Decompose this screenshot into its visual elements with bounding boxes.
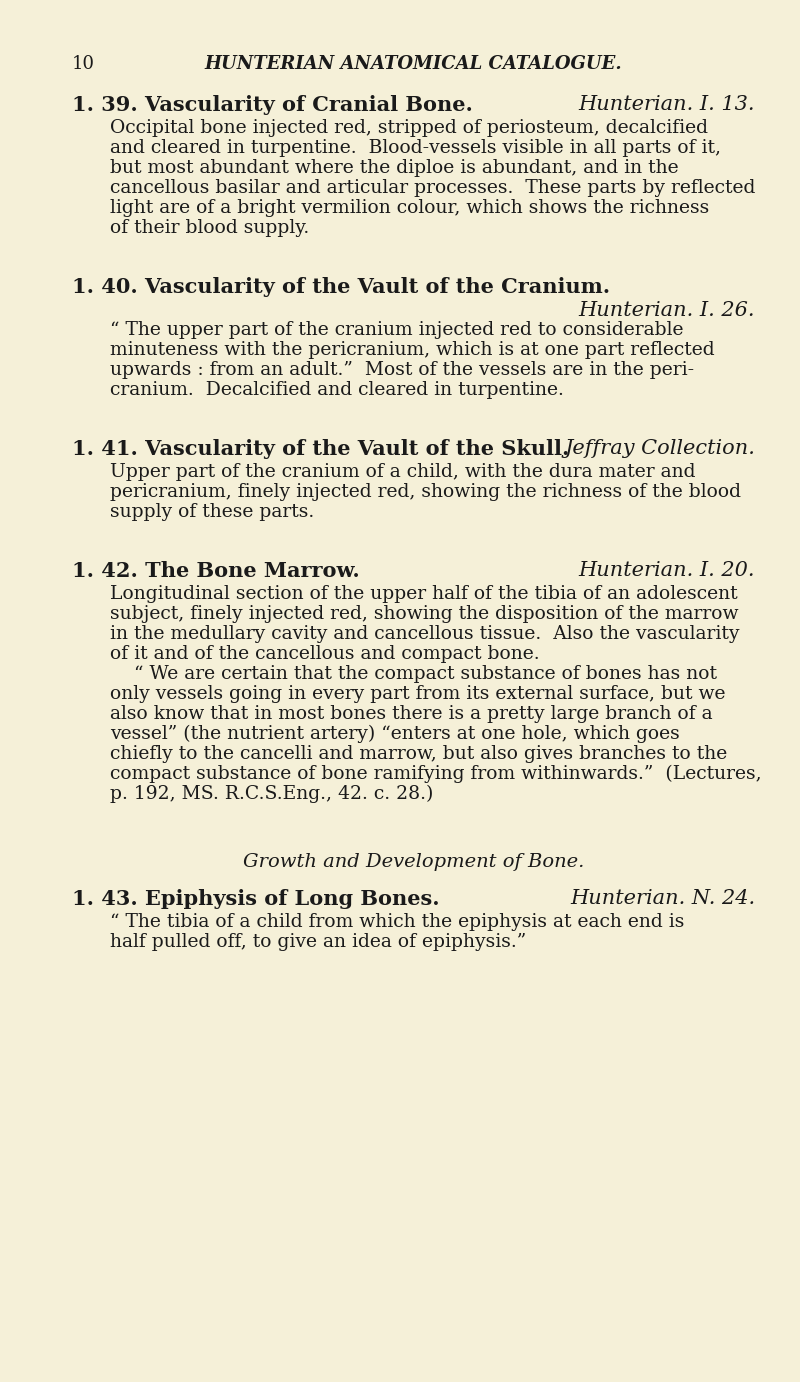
- Text: 10: 10: [72, 55, 95, 73]
- Text: supply of these parts.: supply of these parts.: [110, 503, 314, 521]
- Text: cranium.  Decalcified and cleared in turpentine.: cranium. Decalcified and cleared in turp…: [110, 381, 564, 399]
- Text: “ We are certain that the compact substance of bones has not: “ We are certain that the compact substa…: [110, 665, 717, 683]
- Text: Hunterian. N. 24.: Hunterian. N. 24.: [570, 889, 755, 908]
- Text: minuteness with the pericranium, which is at one part reflected: minuteness with the pericranium, which i…: [110, 341, 714, 359]
- Text: Occipital bone injected red, stripped of periosteum, decalcified: Occipital bone injected red, stripped of…: [110, 119, 708, 137]
- Text: 1. 40. Vascularity of the Vault of the Cranium.: 1. 40. Vascularity of the Vault of the C…: [72, 276, 610, 297]
- Text: of their blood supply.: of their blood supply.: [110, 218, 310, 236]
- Text: Hunterian. I. 20.: Hunterian. I. 20.: [578, 561, 755, 580]
- Text: Jeffray Collection.: Jeffray Collection.: [564, 439, 755, 457]
- Text: “ The upper part of the cranium injected red to considerable: “ The upper part of the cranium injected…: [110, 321, 683, 339]
- Text: cancellous basilar and articular processes.  These parts by reflected: cancellous basilar and articular process…: [110, 180, 755, 198]
- Text: Hunterian. I. 26.: Hunterian. I. 26.: [578, 301, 755, 321]
- Text: but most abundant where the diploe is abundant, and in the: but most abundant where the diploe is ab…: [110, 159, 678, 177]
- Text: vessel” (the nutrient artery) “enters at one hole, which goes: vessel” (the nutrient artery) “enters at…: [110, 726, 680, 744]
- Text: light are of a bright vermilion colour, which shows the richness: light are of a bright vermilion colour, …: [110, 199, 710, 217]
- Text: “ The tibia of a child from which the epiphysis at each end is: “ The tibia of a child from which the ep…: [110, 914, 684, 931]
- Text: only vessels going in every part from its external surface, but we: only vessels going in every part from it…: [110, 685, 726, 703]
- Text: HUNTERIAN ANATOMICAL CATALOGUE.: HUNTERIAN ANATOMICAL CATALOGUE.: [205, 55, 622, 73]
- Text: upwards : from an adult.”  Most of the vessels are in the peri-: upwards : from an adult.” Most of the ve…: [110, 361, 694, 379]
- Text: half pulled off, to give an idea of epiphysis.”: half pulled off, to give an idea of epip…: [110, 933, 526, 951]
- Text: also know that in most bones there is a pretty large branch of a: also know that in most bones there is a …: [110, 705, 713, 723]
- Text: subject, finely injected red, showing the disposition of the marrow: subject, finely injected red, showing th…: [110, 605, 738, 623]
- Text: 1. 39. Vascularity of Cranial Bone.: 1. 39. Vascularity of Cranial Bone.: [72, 95, 473, 115]
- Text: chiefly to the cancelli and marrow, but also gives branches to the: chiefly to the cancelli and marrow, but …: [110, 745, 727, 763]
- Text: p. 192, MS. R.C.S.Eng., 42. c. 28.): p. 192, MS. R.C.S.Eng., 42. c. 28.): [110, 785, 434, 803]
- Text: Upper part of the cranium of a child, with the dura mater and: Upper part of the cranium of a child, wi…: [110, 463, 695, 481]
- Text: pericranium, finely injected red, showing the richness of the blood: pericranium, finely injected red, showin…: [110, 482, 741, 502]
- Text: compact substance of bone ramifying from withinwards.”  (Lectures,: compact substance of bone ramifying from…: [110, 766, 762, 784]
- Text: 1. 41. Vascularity of the Vault of the Skull.: 1. 41. Vascularity of the Vault of the S…: [72, 439, 570, 459]
- Text: Longitudinal section of the upper half of the tibia of an adolescent: Longitudinal section of the upper half o…: [110, 585, 738, 603]
- Text: in the medullary cavity and cancellous tissue.  Also the vascularity: in the medullary cavity and cancellous t…: [110, 625, 739, 643]
- Text: Growth and Development of Bone.: Growth and Development of Bone.: [243, 853, 584, 871]
- Text: of it and of the cancellous and compact bone.: of it and of the cancellous and compact …: [110, 645, 540, 663]
- Text: Hunterian. I. 13.: Hunterian. I. 13.: [578, 95, 755, 113]
- Text: 1. 42. The Bone Marrow.: 1. 42. The Bone Marrow.: [72, 561, 360, 580]
- Text: and cleared in turpentine.  Blood-vessels visible in all parts of it,: and cleared in turpentine. Blood-vessels…: [110, 140, 721, 158]
- Text: 1. 43. Epiphysis of Long Bones.: 1. 43. Epiphysis of Long Bones.: [72, 889, 440, 909]
